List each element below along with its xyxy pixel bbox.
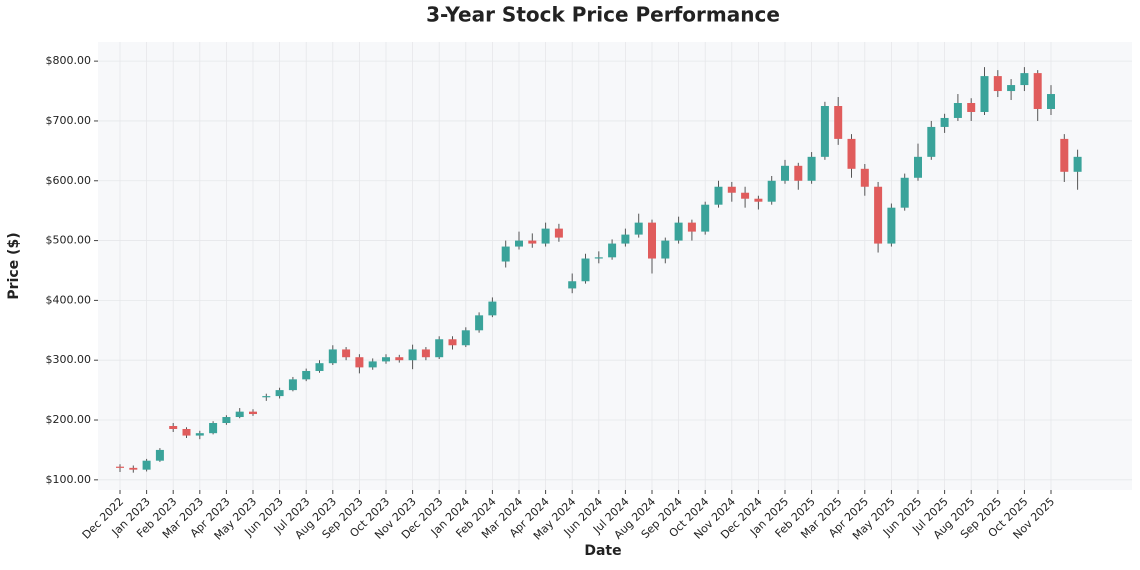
candle-body (1060, 138, 1069, 172)
candle-body (568, 281, 577, 289)
candle-body (661, 240, 670, 259)
candle-body (262, 396, 271, 398)
candle-body (608, 243, 617, 258)
candle-body (342, 349, 351, 358)
candle-body (1047, 94, 1055, 109)
candle-body (674, 222, 683, 241)
candle-body (967, 103, 976, 112)
candle-body (741, 192, 750, 199)
candle-body (900, 177, 909, 208)
candle-body (501, 246, 510, 262)
candle-body (155, 449, 164, 461)
candle-body (421, 349, 430, 358)
chart-title: 3-Year Stock Price Performance (426, 3, 780, 27)
x-axis-label: Date (584, 543, 621, 559)
candle-body (541, 228, 550, 244)
candle-body (475, 315, 484, 331)
candle-body (435, 339, 444, 358)
candle-body (581, 258, 590, 282)
candle-body (993, 76, 1002, 92)
y-tick-label: $200.00 (46, 413, 92, 426)
candle-body (834, 106, 843, 139)
y-tick-label: $100.00 (46, 473, 92, 486)
candle-body (927, 126, 936, 157)
candle-body (860, 168, 869, 187)
candle-body (980, 76, 989, 112)
candle-body (182, 428, 191, 436)
candle-body (634, 222, 643, 235)
candle-body (288, 379, 297, 391)
candle-body (914, 156, 922, 178)
candle-body (874, 186, 883, 244)
candle-body (953, 103, 962, 118)
candle-body (275, 390, 284, 397)
candle-body (807, 156, 816, 181)
candle-body (794, 165, 803, 181)
candle-body (395, 357, 404, 361)
y-tick-label: $300.00 (46, 353, 92, 366)
y-axis-label: Price ($) (6, 232, 22, 299)
candle-body (887, 207, 896, 244)
candle-body (209, 423, 218, 434)
candle-body (355, 357, 364, 368)
y-tick-label: $700.00 (46, 114, 92, 127)
candle-body (488, 301, 497, 316)
candle-body (461, 330, 470, 346)
candle-body (820, 106, 829, 157)
candle-body (169, 426, 178, 429)
candle-body (940, 117, 949, 127)
y-tick-label: $600.00 (46, 174, 92, 187)
candle-body (621, 234, 630, 244)
candle-body (302, 370, 311, 380)
candle-body (448, 339, 457, 346)
candle-body (754, 198, 763, 202)
y-tick-label: $400.00 (46, 293, 92, 306)
candle-body (714, 186, 723, 205)
candle-body (1007, 85, 1016, 92)
candle-body (767, 180, 776, 202)
candle-body (408, 349, 417, 361)
candle-body (528, 240, 537, 244)
y-tick-label: $800.00 (46, 54, 92, 67)
candle-body (249, 411, 257, 415)
candle-body (687, 222, 696, 232)
candle-body (235, 411, 244, 418)
candle-body (554, 228, 563, 238)
candle-body (129, 467, 138, 470)
candle-body (1073, 156, 1082, 172)
candle-body (222, 417, 231, 424)
candle-body (315, 363, 324, 371)
candle-body (1033, 73, 1042, 109)
candle-body (515, 240, 523, 247)
y-tick-label: $500.00 (46, 234, 92, 247)
candle-body (328, 349, 337, 364)
candle-body (1020, 73, 1029, 86)
candle-body (195, 433, 204, 436)
candle-body (382, 357, 390, 362)
candle-body (727, 186, 736, 193)
candle-body (116, 466, 124, 468)
candle-body (701, 204, 710, 232)
candle-body (142, 460, 151, 470)
candle-body (847, 138, 856, 169)
candle-body (368, 361, 377, 368)
candle-body (781, 165, 789, 181)
candle-body (648, 222, 656, 259)
candle-body (594, 257, 603, 259)
